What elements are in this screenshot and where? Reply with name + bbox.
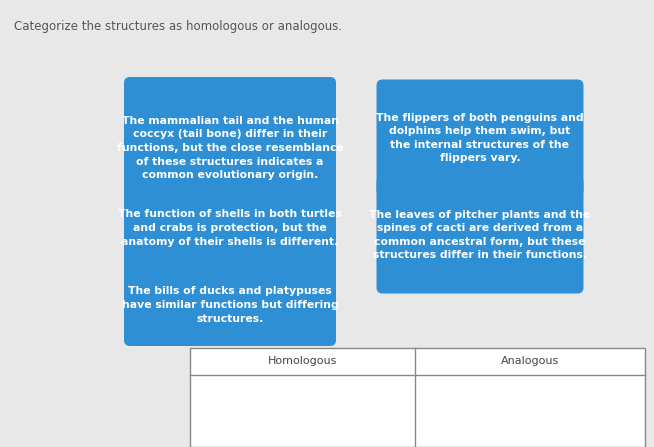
Text: The function of shells in both turtles
and crabs is protection, but the
anatomy : The function of shells in both turtles a… bbox=[118, 209, 342, 247]
FancyBboxPatch shape bbox=[124, 180, 336, 277]
FancyBboxPatch shape bbox=[124, 264, 336, 346]
Bar bbox=[190, 348, 645, 447]
Text: The mammalian tail and the human
coccyx (tail bone) differ in their
functions, b: The mammalian tail and the human coccyx … bbox=[116, 116, 343, 180]
FancyBboxPatch shape bbox=[124, 77, 336, 219]
Text: Homologous: Homologous bbox=[267, 357, 337, 367]
FancyBboxPatch shape bbox=[377, 177, 583, 294]
Text: The flippers of both penguins and
dolphins help them swim, but
the internal stru: The flippers of both penguins and dolphi… bbox=[376, 113, 584, 164]
Text: Categorize the structures as homologous or analogous.: Categorize the structures as homologous … bbox=[14, 20, 342, 33]
Text: Analogous: Analogous bbox=[501, 357, 559, 367]
Text: The bills of ducks and platypuses
have similar functions but differing
structure: The bills of ducks and platypuses have s… bbox=[122, 287, 338, 324]
FancyBboxPatch shape bbox=[377, 80, 583, 197]
Text: The leaves of pitcher plants and the
spines of cacti are derived from a
common a: The leaves of pitcher plants and the spi… bbox=[370, 210, 591, 261]
